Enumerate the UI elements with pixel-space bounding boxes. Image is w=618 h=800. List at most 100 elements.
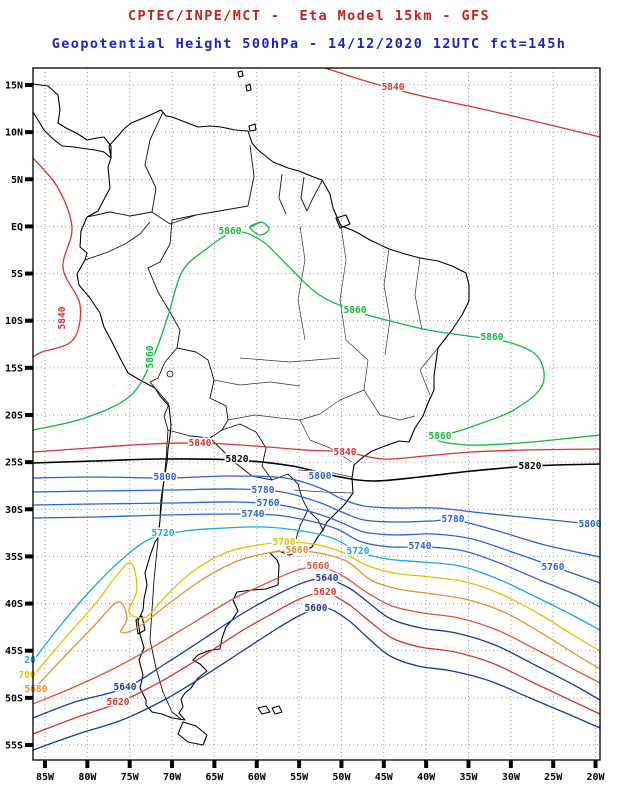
contour-line-5600 — [32, 607, 601, 751]
grid-layer — [33, 68, 600, 760]
contour-label-5800: 5800 — [154, 472, 177, 483]
y-tick-mark — [25, 318, 33, 323]
contour-label-5760: 5760 — [542, 562, 565, 573]
x-tick-mark — [85, 760, 90, 768]
y-tick-mark — [25, 83, 33, 87]
country-border — [209, 437, 273, 481]
y-axis-label: 15N — [5, 81, 23, 92]
state-border — [297, 469, 353, 478]
contour-line-5860 — [32, 231, 601, 446]
contour-label-5640: 5640 — [316, 573, 339, 584]
x-axis-label: 45W — [375, 772, 394, 783]
country-border — [86, 211, 153, 218]
contour-label-5820: 5820 — [519, 461, 542, 472]
contour-layer — [32, 67, 601, 751]
country-border — [288, 509, 309, 554]
country-border — [195, 205, 249, 216]
contour-label-5700: 5700 — [273, 537, 296, 548]
y-axis-label: 20S — [5, 411, 23, 422]
x-axis-label: 35W — [459, 772, 478, 783]
country-border — [163, 403, 170, 431]
state-border — [227, 414, 301, 421]
island — [257, 705, 271, 715]
country-border — [147, 243, 181, 349]
geo-layer — [32, 70, 470, 746]
x-axis-label: 50W — [332, 772, 351, 783]
contour-label-700: 700 — [18, 670, 35, 681]
x-tick-mark — [508, 760, 513, 768]
island — [271, 705, 283, 715]
y-tick-mark — [25, 695, 33, 700]
country-border — [149, 429, 182, 720]
state-border — [293, 489, 353, 494]
x-axis-label: 55W — [290, 772, 309, 783]
contour-label-5840: 5840 — [382, 82, 405, 93]
contour-line-5860 — [249, 221, 270, 236]
contour-line-5840 — [324, 67, 601, 138]
contour-line-5800 — [32, 475, 601, 526]
contour-line-5660 — [32, 566, 601, 705]
country-border — [300, 176, 308, 212]
contour-line-5820 — [32, 458, 601, 482]
contour-label-5620: 5620 — [314, 587, 337, 598]
contour-label-5800: 5800 — [579, 519, 602, 530]
lake-titicaca — [166, 370, 174, 378]
island — [177, 721, 208, 746]
contour-label-5780: 5780 — [252, 485, 275, 496]
x-axis-label: 75W — [121, 772, 140, 783]
contour-label-5600: 5600 — [305, 603, 328, 614]
country-border — [247, 144, 255, 207]
x-axis-label: 70W — [163, 772, 182, 783]
contour-label-5680: 5680 — [286, 545, 309, 556]
state-border — [297, 225, 306, 341]
x-axis-label: 25W — [544, 772, 563, 783]
country-border — [84, 221, 151, 261]
contour-line-5620 — [32, 592, 601, 735]
y-axis-label: 5N — [11, 175, 23, 186]
contour-label-5840: 5840 — [57, 306, 68, 329]
island — [248, 123, 257, 132]
contour-label-5840: 5840 — [334, 447, 357, 458]
contour-line-5740 — [32, 513, 601, 608]
y-tick-mark — [25, 365, 33, 370]
y-tick-mark — [25, 743, 33, 748]
country-border — [255, 431, 273, 481]
chart-title-line2: Geopotential Height 500hPa - 14/12/2020 … — [51, 36, 567, 52]
y-axis-label: 5S — [11, 269, 23, 280]
y-axis-label: 45S — [5, 646, 23, 657]
contour-label-5620: 5620 — [107, 697, 130, 708]
state-border — [339, 225, 347, 341]
y-axis-label: 10N — [5, 128, 23, 139]
x-tick-mark — [127, 760, 132, 768]
x-tick-mark — [254, 760, 259, 768]
y-tick-mark — [25, 271, 33, 276]
x-tick-mark — [212, 760, 217, 768]
contour-label-5720: 5720 — [152, 528, 175, 539]
state-border — [383, 248, 391, 356]
contour-line-5700 — [32, 541, 601, 677]
state-border — [213, 379, 301, 387]
country-border — [278, 173, 287, 215]
country-border — [306, 180, 323, 212]
y-tick-mark — [25, 130, 33, 135]
country-border — [221, 423, 257, 433]
contour-label-5800: 5800 — [309, 471, 332, 482]
contour-label-5860: 5860 — [429, 431, 452, 442]
y-tick-mark — [25, 460, 33, 465]
x-axis-label: 80W — [78, 772, 97, 783]
y-axis-label: EQ — [11, 222, 23, 233]
y-tick-mark — [25, 507, 33, 512]
x-tick-mark — [381, 760, 386, 768]
contour-line-5780 — [32, 488, 601, 558]
y-tick-mark — [25, 413, 33, 418]
contour-line-5840 — [32, 157, 82, 358]
contour-line-5720 — [32, 526, 601, 662]
x-axis-label: 60W — [248, 772, 267, 783]
country-border — [271, 473, 309, 511]
x-axis-label: 85W — [36, 772, 55, 783]
country-border — [149, 347, 178, 405]
state-border — [299, 389, 365, 421]
x-axis-label: 20W — [587, 772, 606, 783]
y-tick-mark — [25, 224, 33, 229]
x-tick-mark — [593, 760, 598, 768]
